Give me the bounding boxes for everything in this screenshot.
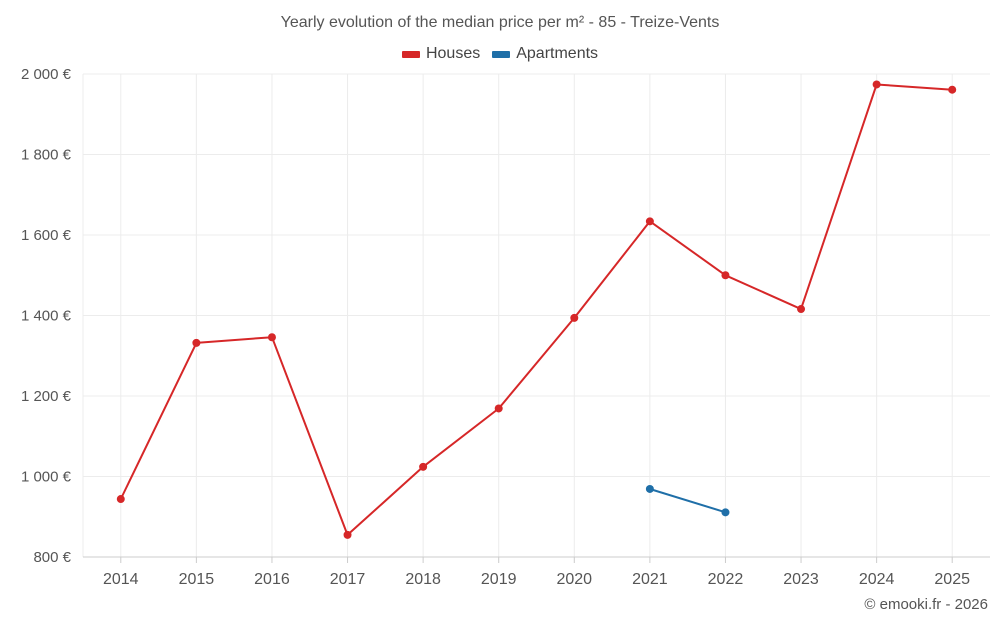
data-point-apartments-2022[interactable] (721, 508, 730, 517)
data-point-houses-2019[interactable] (494, 404, 503, 413)
data-point-houses-2025[interactable] (948, 85, 957, 94)
x-tick-label: 2020 (556, 571, 592, 588)
data-point-houses-2020[interactable] (570, 313, 579, 322)
data-point-apartments-2021[interactable] (645, 484, 654, 493)
legend-item-apartments[interactable]: Apartments (492, 45, 598, 63)
x-tick-label: 2023 (783, 571, 819, 588)
legend-label-houses: Houses (425, 45, 481, 62)
y-tick-label: 1 200 € (21, 388, 72, 405)
y-tick-label: 2 000 € (21, 66, 72, 83)
data-point-houses-2014[interactable] (116, 495, 125, 504)
x-tick-label: 2017 (330, 571, 366, 588)
x-tick-label: 2016 (254, 571, 290, 588)
data-point-houses-2024[interactable] (872, 80, 881, 89)
legend-swatch-apartments (492, 50, 511, 58)
legend-label-apartments: Apartments (516, 45, 599, 62)
x-tick-label: 2024 (859, 571, 895, 588)
series-line-apartments (649, 488, 726, 514)
legend-swatch-houses (401, 50, 420, 58)
x-tick-label: 2015 (179, 571, 215, 588)
x-tick-label: 2021 (632, 571, 668, 588)
data-point-houses-2017[interactable] (343, 530, 352, 539)
legend-item-houses[interactable]: Houses (401, 45, 481, 63)
x-tick-label: 2018 (405, 571, 441, 588)
y-tick-label: 1 000 € (21, 469, 72, 486)
x-tick-label: 2022 (708, 571, 744, 588)
legend: Houses Apartments (0, 45, 1000, 63)
data-point-houses-2018[interactable] (419, 462, 428, 471)
y-tick-label: 1 800 € (21, 147, 72, 164)
data-point-houses-2022[interactable] (721, 271, 730, 280)
series-line-houses (119, 83, 953, 536)
x-tick-label: 2025 (934, 571, 970, 588)
chart-title: Yearly evolution of the median price per… (280, 14, 720, 31)
data-point-houses-2021[interactable] (645, 217, 654, 226)
y-tick-label: 1 600 € (21, 227, 72, 244)
data-point-houses-2023[interactable] (797, 305, 806, 314)
y-tick-label: 1 400 € (21, 308, 72, 325)
data-point-houses-2016[interactable] (267, 333, 276, 342)
credit-text: © emooki.fr - 2026 (864, 596, 988, 613)
y-tick-label: 800 € (33, 549, 71, 566)
x-tick-label: 2019 (481, 571, 517, 588)
data-point-houses-2015[interactable] (192, 338, 201, 347)
x-tick-label: 2014 (103, 571, 139, 588)
